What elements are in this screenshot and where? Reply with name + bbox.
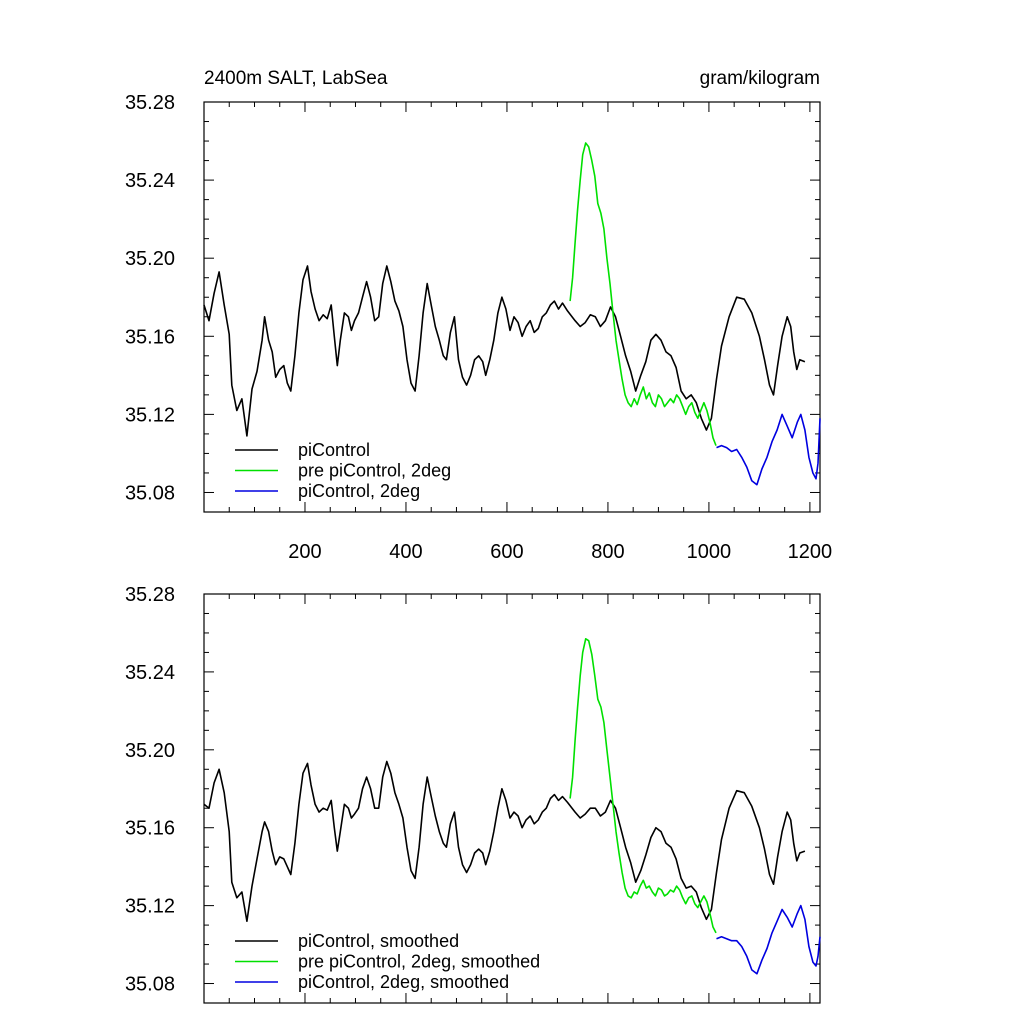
x-tick-label: 200 [288,541,321,563]
legend-label: piControl, 2deg [298,481,420,501]
series-line-1 [569,638,717,934]
panel1-title-right: gram/kilogram [700,68,820,89]
x-tick-label: 600 [490,541,523,563]
series-line-1 [569,142,717,446]
series-line-2 [716,904,821,975]
x-tick-label: 1200 [788,541,833,563]
y-tick-label: 35.28 [125,584,175,606]
x-tick-label: 400 [389,541,422,563]
y-tick-label: 35.20 [125,740,175,762]
x-tick-label: 800 [591,541,624,563]
y-tick-label: 35.16 [125,326,175,348]
legend-label: piControl, 2deg, smoothed [298,972,509,992]
legend-label: piControl, smoothed [298,931,459,951]
y-tick-label: 35.28 [125,92,175,114]
y-tick-label: 35.20 [125,248,175,270]
y-tick-label: 35.12 [125,896,175,918]
series-line-2 [716,413,821,486]
y-tick-label: 35.08 [125,482,175,504]
legend-label: pre piControl, 2deg, smoothed [298,952,540,972]
plot-frame [203,593,821,1004]
plot-frame [203,101,821,513]
y-tick-label: 35.12 [125,404,175,426]
y-tick-label: 35.08 [125,974,175,996]
legend-label: piControl [298,440,370,460]
y-tick-label: 35.16 [125,818,175,840]
series-line-0 [203,265,806,437]
legend-label: pre piControl, 2deg [298,461,451,481]
panel1-title-left: 2400m SALT, LabSea [204,68,388,89]
panel-top: 200 400 600 800 1000 1200 35.08 35.12 35.16 35.20… [125,92,832,563]
y-tick-label: 35.24 [125,662,175,684]
y-tick-label: 35.24 [125,170,175,192]
x-tick-label: 1000 [687,541,732,563]
series-line-0 [203,760,806,922]
panel-bottom: 35.08 35.12 35.16 35.20 35.24 35.28 piControl,… [125,584,821,1004]
